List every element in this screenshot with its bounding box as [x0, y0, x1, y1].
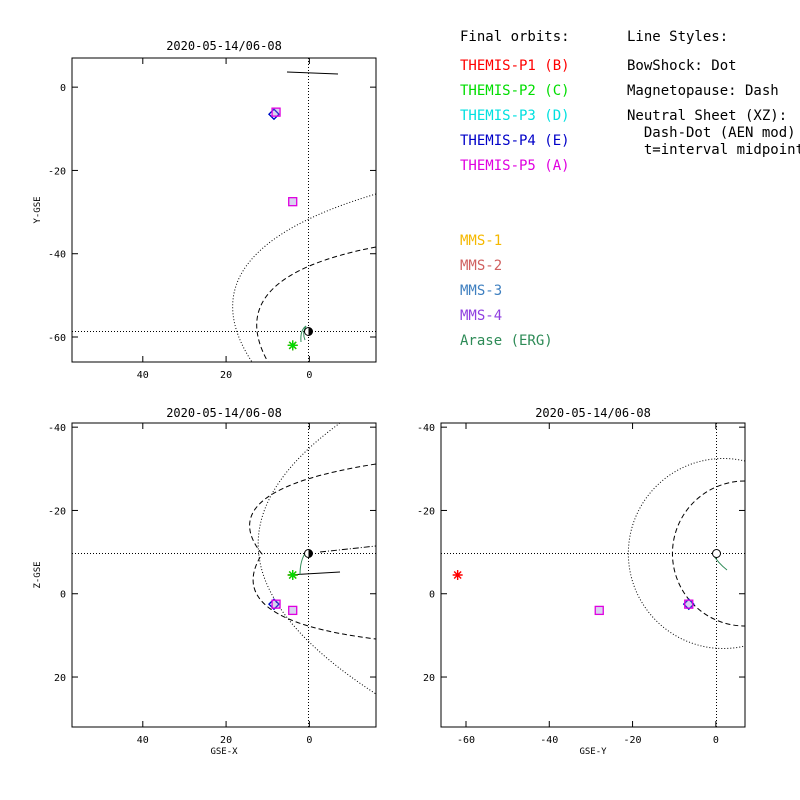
x-axis-label: GSE-X [210, 747, 238, 757]
legend-arase: Arase (ERG) [460, 333, 553, 349]
x-tick-label: 40 [137, 370, 149, 381]
boundary-curves [72, 58, 377, 363]
x-tick-label: 40 [137, 735, 149, 746]
arase-orbit-track [300, 325, 307, 343]
x-tick-label: 0 [306, 735, 312, 746]
diamond-marker [268, 108, 280, 121]
line-style-magnetopause: Magnetopause: Dash [627, 83, 779, 99]
earth-night-side [308, 327, 313, 336]
magnetopause-curve [249, 463, 377, 640]
legend-mms-2: MMS-2 [460, 258, 502, 274]
axis-ticks: 40 20 0 -40 -20 0 20 [48, 423, 376, 746]
boundary-curves [72, 422, 377, 727]
star-marker [287, 570, 298, 580]
diamond-marker [682, 598, 695, 611]
square-marker [288, 605, 298, 616]
panel-yz: 2020-05-14/06-08 GSE-Y -60 -40 -20 0 -40 -20 0… [417, 406, 746, 757]
star-marker [452, 570, 463, 580]
legend-themis-p1: THEMIS-P1 (B) [460, 58, 570, 74]
bowshock-curve [232, 193, 377, 363]
earth-night-side [308, 549, 313, 558]
earth-symbol [712, 549, 721, 558]
y-tick-label: 0 [60, 83, 66, 94]
y-tick-label: -20 [417, 506, 435, 517]
axis-ticks: -60 -40 -20 0 -40 -20 0 20 [417, 423, 745, 746]
x-tick-label: -60 [457, 735, 475, 746]
x-tick-label: 0 [306, 370, 312, 381]
final-orbits-title: Final orbits: [460, 29, 570, 45]
line-styles-title: Line Styles: [627, 29, 728, 45]
bowshock-curve [627, 458, 746, 649]
orbit-track [286, 71, 339, 75]
x-tick-label: -40 [540, 735, 558, 746]
legend-mms-1: MMS-1 [460, 233, 502, 249]
neutral-sheet-curve [319, 545, 377, 553]
spacecraft-markers [268, 570, 298, 616]
magnetopause-curve [256, 246, 377, 363]
plot-frame [71, 422, 377, 728]
star-marker [287, 340, 298, 351]
y-tick-label: 0 [60, 590, 66, 601]
line-style-neutral-sheet: Neutral Sheet (XZ): [627, 108, 787, 124]
legend-themis-p3: THEMIS-P3 (D) [460, 108, 570, 124]
diamond-marker [268, 598, 280, 611]
y-tick-label: -20 [48, 166, 66, 177]
x-tick-label: -20 [624, 735, 642, 746]
y-tick-label: -40 [48, 423, 66, 434]
spacecraft-markers [452, 570, 695, 616]
square-marker [594, 605, 604, 616]
x-tick-label: 20 [220, 370, 232, 381]
legend-themis-p4: THEMIS-P4 (E) [460, 133, 570, 149]
plot-frame [440, 422, 746, 728]
y-tick-label: -40 [417, 423, 435, 434]
boundary-curves [441, 423, 746, 727]
legend-mms-3: MMS-3 [460, 283, 502, 299]
panel-xy: 2020-05-14/06-08 Y-GSE 40 20 0 -60 -40 -20 0 [33, 39, 377, 381]
x-axis-label: GSE-Y [579, 747, 607, 757]
y-tick-label: -40 [48, 250, 66, 261]
y-tick-label: 20 [423, 673, 435, 684]
square-marker [684, 599, 694, 609]
y-tick-label: -20 [48, 506, 66, 517]
square-marker [288, 197, 298, 207]
legend: Final orbits: Line Styles: THEMIS-P1 (B)… [460, 29, 800, 349]
axis-ticks: 40 20 0 -60 -40 -20 0 [48, 58, 376, 381]
plot-frame [71, 57, 377, 363]
spacecraft-markers [268, 107, 298, 351]
square-marker [271, 599, 281, 609]
panel-title: 2020-05-14/06-08 [166, 39, 282, 53]
y-axis-label: Z-GSE [33, 561, 43, 588]
line-style-interval: t=interval midpoint [627, 142, 800, 158]
legend-themis-p2: THEMIS-P2 (C) [460, 83, 570, 99]
line-style-dash-dot: Dash-Dot (AEN mod) [627, 125, 796, 141]
x-tick-label: 0 [713, 735, 719, 746]
bowshock-curve [257, 422, 377, 695]
line-style-bowshock: BowShock: Dot [627, 58, 737, 74]
panel-title: 2020-05-14/06-08 [166, 406, 282, 420]
y-tick-label: 0 [429, 590, 435, 601]
panel-xz: 2020-05-14/06-08 GSE-X Z-GSE 40 20 0 -40 -20… [33, 406, 377, 757]
square-marker [271, 107, 281, 117]
y-tick-label: 20 [54, 673, 66, 684]
panel-title: 2020-05-14/06-08 [535, 406, 651, 420]
y-tick-label: -60 [48, 333, 66, 344]
legend-mms-4: MMS-4 [460, 308, 502, 324]
x-tick-label: 20 [220, 735, 232, 746]
y-axis-label: Y-GSE [33, 196, 43, 223]
legend-themis-p5: THEMIS-P5 (A) [460, 158, 570, 174]
